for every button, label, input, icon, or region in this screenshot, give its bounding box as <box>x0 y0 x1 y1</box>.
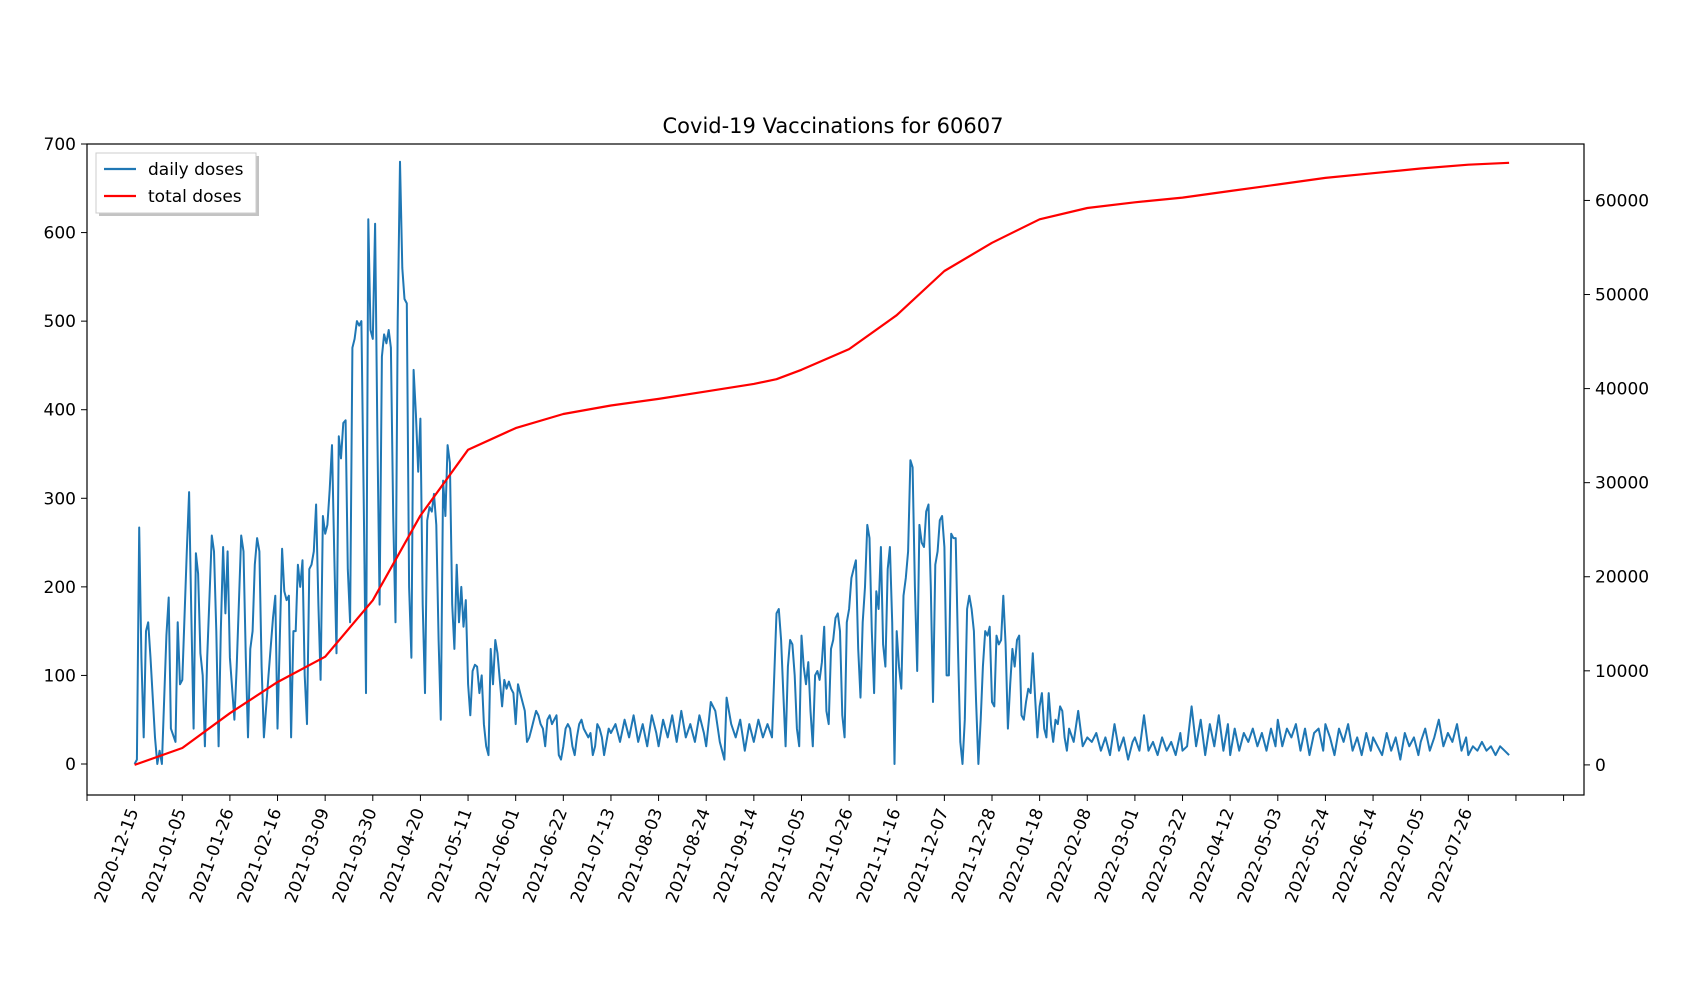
y-left-tick-label: 100 <box>44 666 76 686</box>
y-left-tick-label: 0 <box>65 755 76 775</box>
legend: daily doses total doses <box>95 152 259 216</box>
plot-frame <box>86 143 1585 796</box>
series-line-daily-doses <box>133 160 1510 765</box>
y-left-tick-label: 500 <box>44 312 76 332</box>
legend-label: total doses <box>148 187 242 207</box>
y-left-tick-label: 200 <box>44 578 76 598</box>
y-right-tick-label: 10000 <box>1595 662 1649 682</box>
y-left-tick-label: 700 <box>44 135 76 155</box>
legend-box <box>95 152 257 214</box>
chart-title: Covid-19 Vaccinations for 60607 <box>663 114 1004 138</box>
y-left-tick-label: 400 <box>44 401 76 421</box>
plot-area <box>86 143 1585 796</box>
y-left-tick-label: 300 <box>44 489 76 509</box>
y-right-tick-label: 40000 <box>1595 380 1649 400</box>
series-line-total-doses <box>134 161 1510 766</box>
y-axis-left: 0 100 200 300 400 500 600 700 <box>44 135 87 775</box>
y-left-tick-label: 600 <box>44 224 76 244</box>
legend-label: daily doses <box>148 160 244 180</box>
y-right-tick-label: 0 <box>1595 756 1606 776</box>
y-axis-right: 0 10000 20000 30000 40000 50000 60000 <box>1584 191 1649 776</box>
y-right-tick-label: 20000 <box>1595 568 1649 588</box>
y-right-tick-label: 60000 <box>1595 191 1649 211</box>
y-right-tick-label: 50000 <box>1595 286 1649 306</box>
y-right-tick-label: 30000 <box>1595 474 1649 494</box>
